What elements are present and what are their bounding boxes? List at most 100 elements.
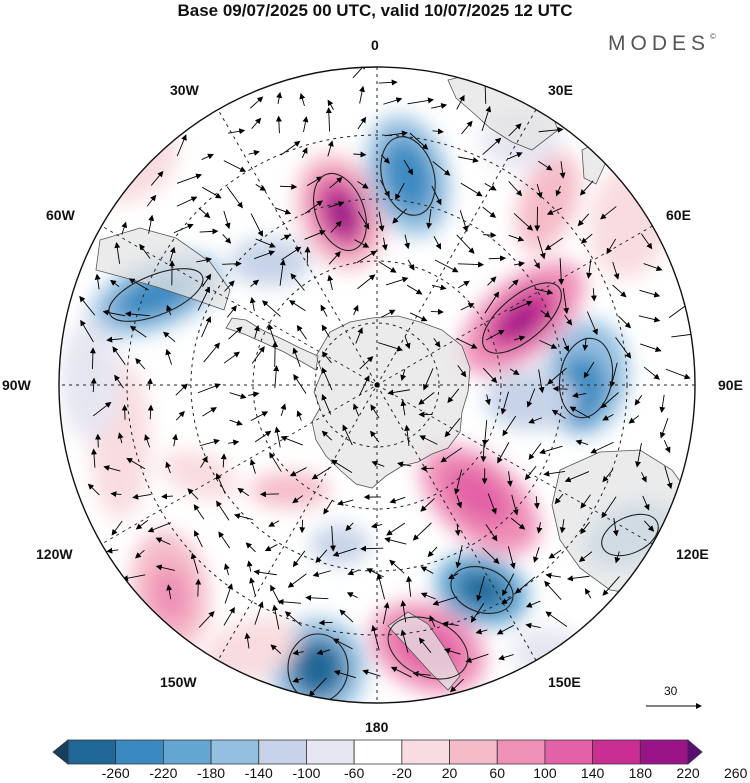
- wind-vector: [544, 237, 564, 251]
- wind-vector: [121, 574, 146, 582]
- wind-vector: [202, 407, 217, 417]
- wind-vector: [352, 304, 359, 316]
- wind-vector: [321, 393, 332, 415]
- wind-vector: [400, 399, 407, 416]
- wind-vector: [376, 573, 386, 600]
- wind-vector: [590, 441, 614, 454]
- lon-label-120w: 120W: [36, 546, 73, 562]
- wind-vector: [431, 284, 447, 291]
- colorbar-tick-label: -100: [292, 765, 321, 781]
- wind-vector: [538, 160, 553, 171]
- wind-vector: [643, 263, 663, 272]
- wind-vector: [176, 173, 202, 184]
- wind-vector: [602, 414, 614, 421]
- lon-label-120e: 120E: [676, 546, 709, 562]
- wind-vector: [226, 186, 243, 209]
- wind-vector: [390, 666, 412, 678]
- wind-vector: [615, 337, 632, 359]
- wind-vector: [418, 637, 432, 654]
- land-masses: [95, 71, 695, 691]
- wind-vector: [612, 261, 620, 280]
- wind-vector: [165, 461, 172, 474]
- wind-vector: [551, 409, 566, 419]
- wind-vector: [562, 337, 570, 352]
- wind-vector: [423, 368, 434, 391]
- wind-vector: [332, 547, 357, 557]
- wind-vector: [218, 531, 231, 549]
- wind-vector: [358, 375, 370, 396]
- wind-vector: [430, 308, 444, 315]
- wind-vector: [659, 417, 669, 439]
- wind-vector: [190, 552, 199, 574]
- wind-vector: [484, 182, 497, 191]
- wind-vector: [510, 517, 526, 530]
- wind-vector: [511, 494, 519, 516]
- wind-vector: [642, 495, 650, 511]
- wind-vector: [559, 161, 566, 179]
- wind-vector: [488, 255, 507, 262]
- wind-vector: [456, 234, 475, 254]
- wind-vector: [103, 465, 121, 472]
- colorbar-tick-label: -180: [197, 765, 226, 781]
- wind-vector: [387, 389, 411, 396]
- wind-vector: [193, 504, 205, 520]
- anomaly-blob: [230, 238, 310, 286]
- wind-vector: [222, 260, 242, 267]
- wind-vector: [321, 367, 333, 391]
- wind-vector: [223, 210, 231, 230]
- wind-vector: [540, 310, 551, 318]
- wind-vector: [292, 550, 306, 568]
- contour-line: [313, 172, 367, 252]
- wind-vector: [293, 374, 307, 394]
- wind-vector: [564, 471, 590, 483]
- wind-vector: [224, 280, 235, 292]
- colorbar-tick-label: 100: [533, 765, 557, 781]
- wind-vector: [320, 304, 328, 317]
- colorbar-tick-label: -20: [391, 765, 412, 781]
- wind-vector: [203, 342, 221, 363]
- wind-vector: [299, 519, 306, 534]
- wind-vector: [255, 238, 276, 248]
- wind-vector: [200, 455, 208, 468]
- wind-vector: [327, 99, 334, 110]
- wind-vector: [483, 232, 497, 239]
- latitude-circle: [252, 260, 502, 510]
- wind-vector: [487, 493, 497, 515]
- south-pole-marker: [374, 382, 380, 388]
- wind-vector: [459, 210, 469, 233]
- wind-vector: [311, 466, 332, 480]
- wind-vector: [280, 140, 301, 156]
- wind-vector: [482, 367, 498, 384]
- wind-vector: [385, 276, 409, 286]
- wind-vector: [197, 383, 221, 394]
- lon-label-30w: 30W: [170, 82, 199, 98]
- wind-vector: [173, 223, 194, 234]
- wind-vector: [583, 361, 595, 379]
- wind-vector: [272, 604, 280, 630]
- wind-vector: [643, 366, 660, 380]
- wind-vector: [114, 374, 124, 389]
- colorbar-segment: [52, 739, 69, 765]
- wind-vector: [502, 573, 515, 597]
- wind-vector: [135, 358, 146, 370]
- contour-line: [450, 566, 514, 614]
- colorbar-tick-label: 20: [441, 765, 458, 781]
- contour-line: [380, 136, 436, 216]
- wind-vector: [433, 338, 441, 348]
- wind-vector: [457, 280, 470, 289]
- wind-vector: [253, 569, 277, 576]
- wind-vector: [280, 234, 291, 241]
- wind-vector: [641, 472, 647, 483]
- wind-vector: [409, 312, 428, 322]
- wind-vector: [370, 404, 380, 419]
- wind-vector: [345, 522, 354, 532]
- anomaly-blob: [161, 450, 239, 500]
- wind-vector: [558, 258, 565, 286]
- wind-vector: [515, 576, 536, 594]
- wind-vector: [304, 230, 326, 240]
- wind-vector: [638, 315, 661, 323]
- wind-vector: [323, 499, 333, 515]
- wind-vector: [79, 295, 96, 316]
- anomaly-blob: [456, 570, 508, 610]
- wind-vector: [548, 549, 562, 559]
